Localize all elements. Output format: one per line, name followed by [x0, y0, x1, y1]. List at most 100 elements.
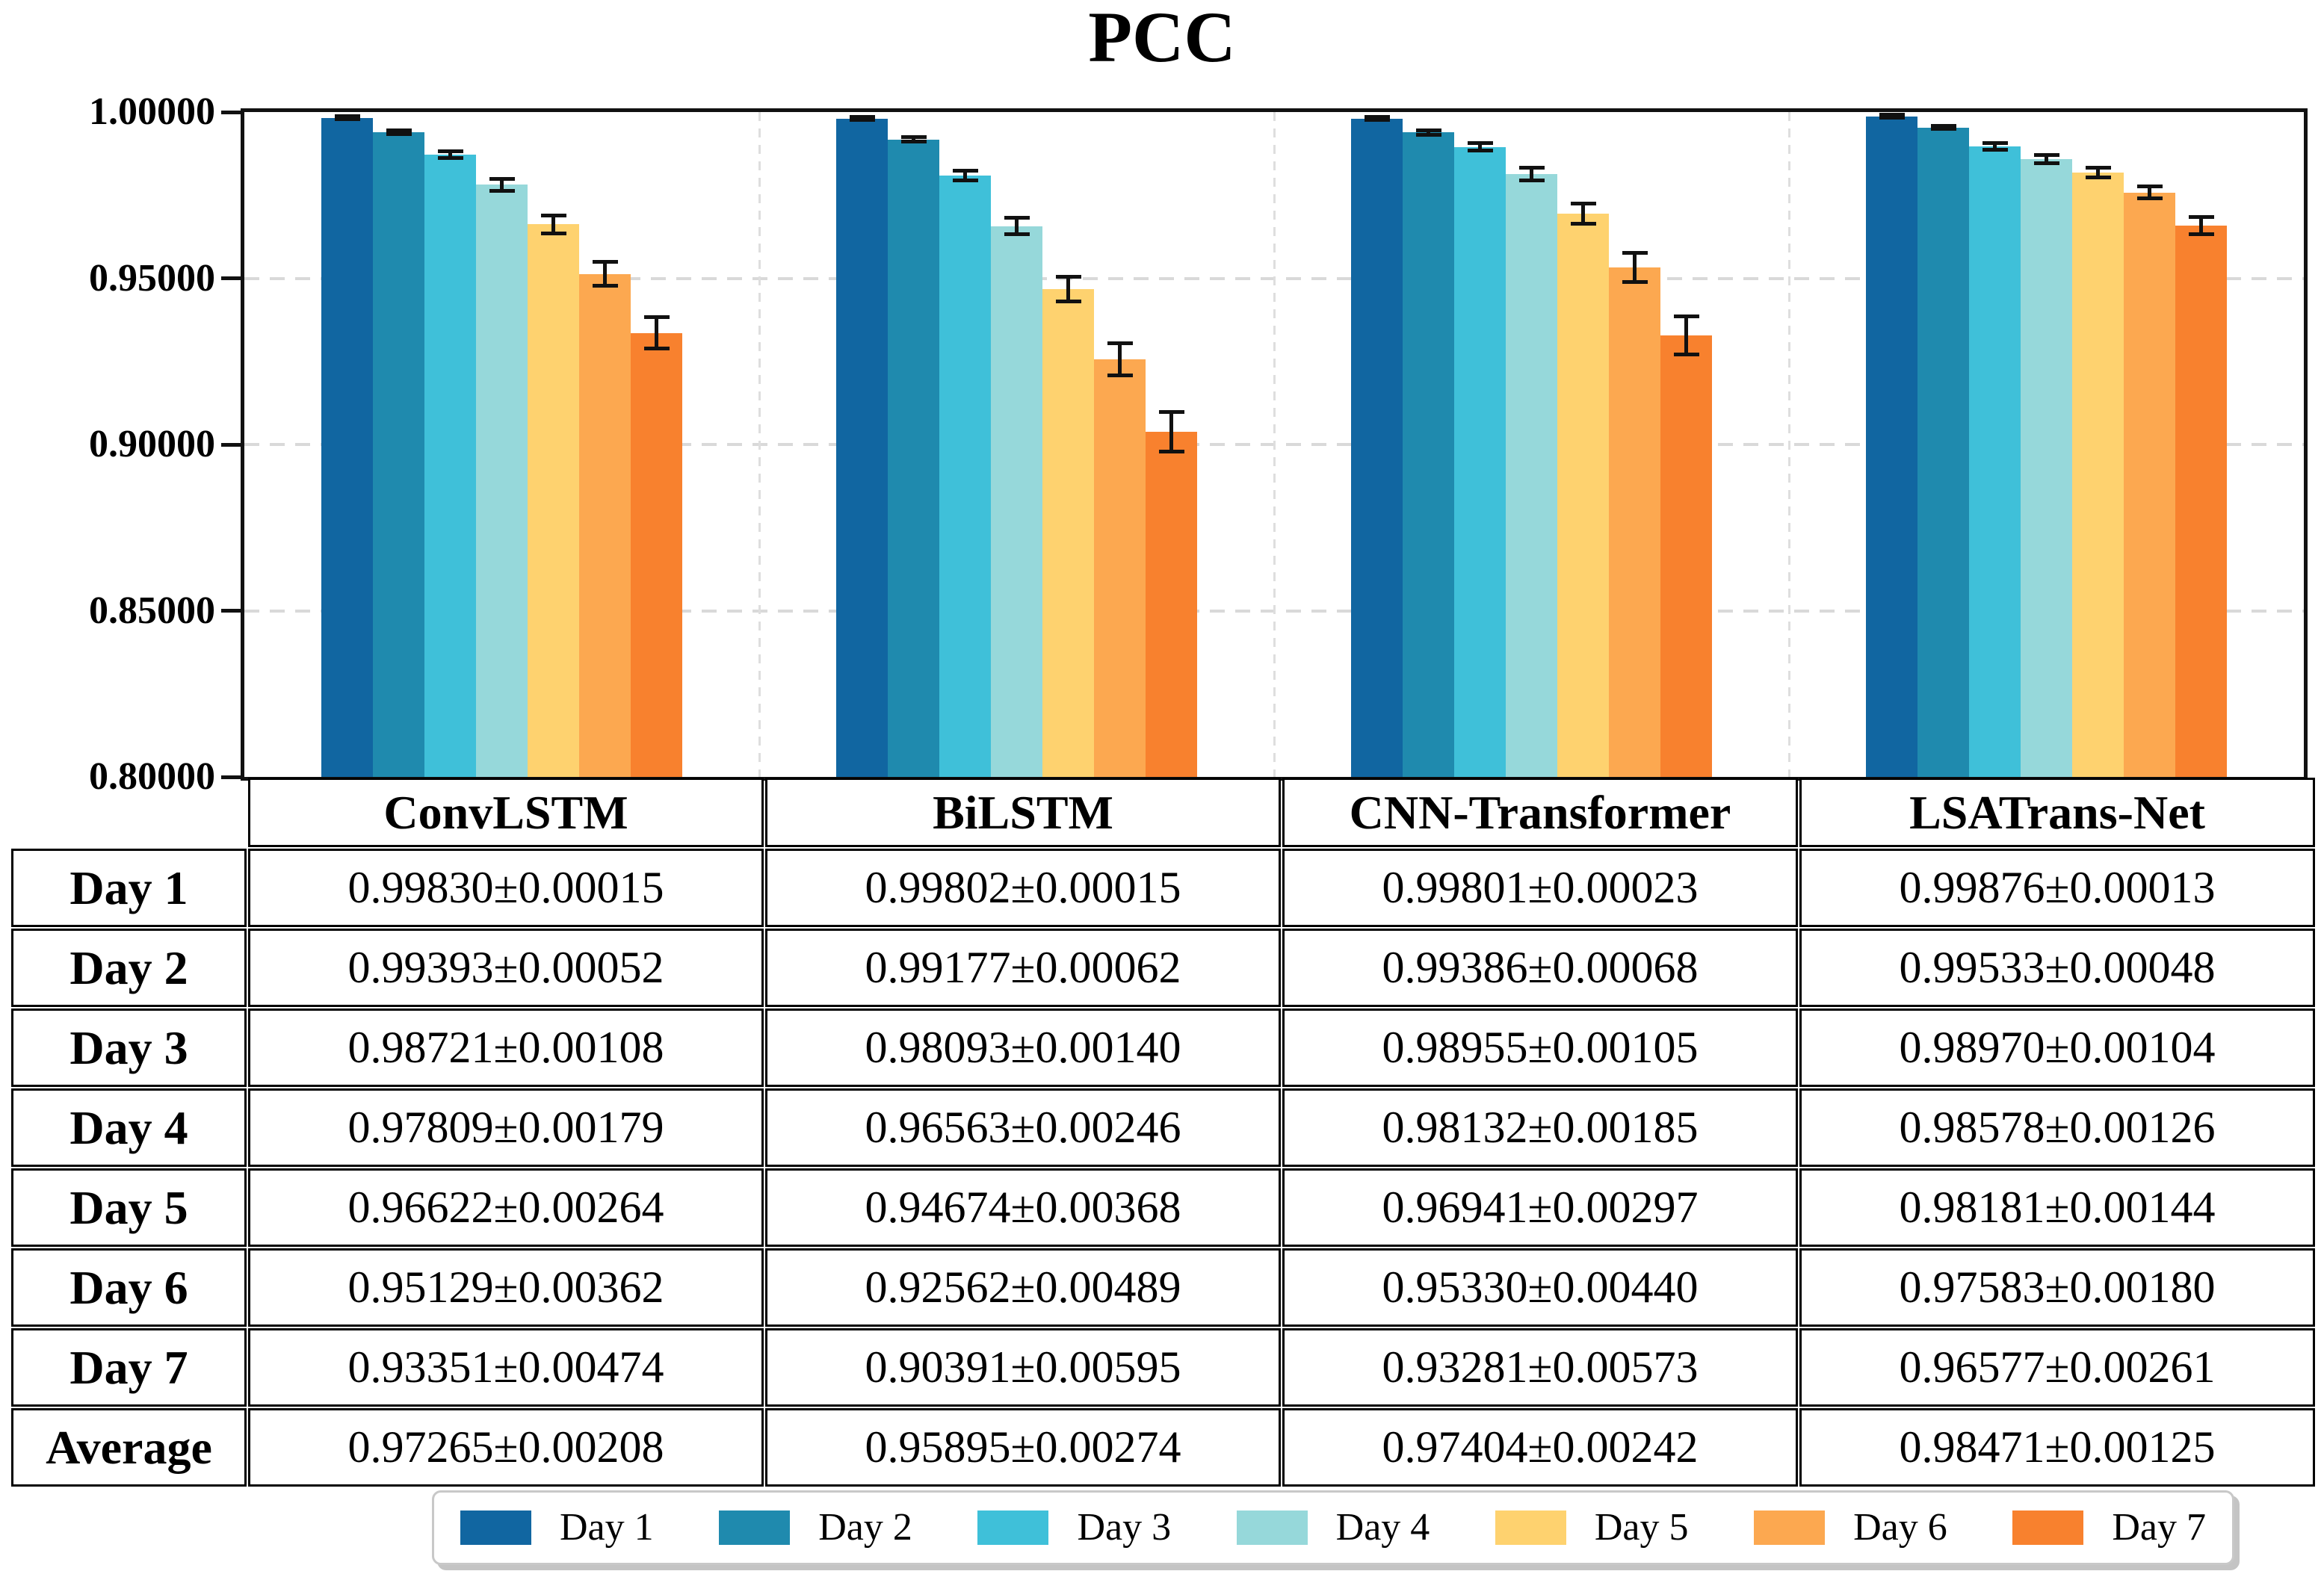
- table-row-day-2: Day 2 0.99393±0.00052 0.99177±0.00062 0.993…: [11, 929, 2315, 1007]
- legend-label: Day 1: [560, 1506, 654, 1549]
- error-bar-cap-top: [1982, 140, 2008, 145]
- bar-convlstm-day-2: [373, 132, 424, 777]
- table-cell-day-6-cnn-transformer: 0.95330±0.00440: [1282, 1248, 1798, 1327]
- table-cell-day-2-convlstm: 0.99393±0.00052: [248, 929, 764, 1007]
- table-cell-day-3-bilstm: 0.98093±0.00140: [765, 1008, 1281, 1087]
- table-row-average: Average 0.97265±0.00208 0.95895±0.00274 0.9…: [11, 1408, 2315, 1487]
- error-bar-cap-bottom: [1518, 178, 1545, 182]
- error-bar: [448, 151, 452, 158]
- error-bar: [500, 179, 504, 191]
- bar-lsatrans-net-day-1: [1866, 116, 1917, 777]
- error-bar-cap-bottom: [1364, 118, 1390, 123]
- table-cell-day-4-bilstm: 0.96563±0.00246: [765, 1088, 1281, 1167]
- y-tick-label: 0.85000: [89, 589, 215, 632]
- table-cell-day-5-bilstm: 0.94674±0.00368: [765, 1168, 1281, 1247]
- error-bar-cap-bottom: [900, 139, 927, 143]
- error-bar-cap-top: [1415, 128, 1441, 132]
- col-header-bilstm: BiLSTM: [765, 778, 1281, 847]
- row-header-day-5: Day 5: [11, 1168, 247, 1247]
- bar-bilstm-day-5: [1042, 289, 1094, 777]
- table-cell-average-lsatrans-net: 0.98471±0.00125: [1799, 1408, 2315, 1487]
- legend-swatch-day-1: [460, 1511, 531, 1545]
- col-header-lsatrans-net: LSATrans-Net: [1799, 778, 2315, 847]
- error-bar: [1015, 217, 1019, 235]
- error-bar-cap-top: [1364, 115, 1390, 120]
- error-bar-cap-bottom: [1107, 374, 1133, 378]
- table-cell-day-2-cnn-transformer: 0.99386±0.00068: [1282, 929, 1798, 1007]
- bar-convlstm-day-5: [528, 224, 579, 777]
- table-cell-day-4-lsatrans-net: 0.98578±0.00126: [1799, 1088, 2315, 1167]
- error-bar-cap-top: [952, 169, 978, 173]
- error-bar-cap-bottom: [1930, 127, 1956, 131]
- y-tick-label: 0.95000: [89, 256, 215, 300]
- bar-lsatrans-net-day-3: [1969, 146, 2021, 777]
- col-header-cnn-transformer: CNN-Transformer: [1282, 778, 1798, 847]
- bar-cnn-transformer-day-1: [1351, 118, 1403, 777]
- legend-item-day-4: Day 4: [1236, 1508, 1430, 1548]
- error-bar: [2045, 155, 2048, 164]
- table-cell-day-6-bilstm: 0.92562±0.00489: [765, 1248, 1281, 1327]
- bar-bilstm-day-7: [1146, 431, 1197, 777]
- row-header-day-1: Day 1: [11, 849, 247, 927]
- error-bar-cap-bottom: [592, 284, 618, 288]
- y-tick-label: 0.80000: [89, 755, 215, 798]
- table-cell-day-2-lsatrans-net: 0.99533±0.00048: [1799, 929, 2315, 1007]
- legend-item-day-5: Day 5: [1495, 1508, 1689, 1548]
- bar-convlstm-day-1: [321, 117, 373, 777]
- error-bar-cap-top: [2136, 185, 2163, 189]
- error-bar-cap-top: [2033, 153, 2059, 158]
- error-bar: [2096, 167, 2100, 178]
- error-bar-cap-top: [1879, 113, 1905, 117]
- results-table: ConvLSTM BiLSTM CNN-Transformer LSATrans-Ne…: [10, 776, 2317, 1488]
- error-bar-cap-bottom: [1055, 299, 1081, 303]
- legend-label: Day 5: [1594, 1506, 1689, 1549]
- error-bar: [603, 261, 607, 286]
- legend-item-day-2: Day 2: [719, 1508, 912, 1548]
- error-bar: [912, 137, 915, 142]
- table-cell-average-bilstm: 0.95895±0.00274: [765, 1408, 1281, 1487]
- table-cell-day-4-convlstm: 0.97809±0.00179: [248, 1088, 764, 1167]
- bar-lsatrans-net-day-4: [2021, 159, 2072, 777]
- error-bar-cap-bottom: [849, 118, 875, 123]
- table-cell-average-convlstm: 0.97265±0.00208: [248, 1408, 764, 1487]
- chart-title: PCC: [1088, 0, 1236, 77]
- error-bar-cap-top: [1107, 341, 1133, 345]
- bar-convlstm-day-6: [579, 273, 631, 777]
- error-bar-cap-top: [1055, 275, 1081, 279]
- error-bar-cap-bottom: [1570, 221, 1596, 226]
- table-cell-day-1-bilstm: 0.99802±0.00015: [765, 849, 1281, 927]
- table-cell-day-2-bilstm: 0.99177±0.00062: [765, 929, 1281, 1007]
- row-header-day-7: Day 7: [11, 1328, 247, 1407]
- legend: Day 1 Day 2 Day 3 Day 4 Day 5 Day 6 Day 7: [432, 1490, 2234, 1565]
- col-header-convlstm: ConvLSTM: [248, 778, 764, 847]
- legend-label: Day 3: [1077, 1506, 1172, 1549]
- bar-cnn-transformer-day-4: [1506, 174, 1557, 777]
- legend-item-day-7: Day 7: [2012, 1508, 2206, 1548]
- table-cell-day-3-cnn-transformer: 0.98955±0.00105: [1282, 1008, 1798, 1087]
- y-tick-mark: [221, 442, 241, 447]
- error-bar-cap-top: [386, 128, 412, 133]
- legend-swatch-day-3: [977, 1511, 1049, 1545]
- table-cell-day-7-cnn-transformer: 0.93281±0.00573: [1282, 1328, 1798, 1407]
- error-bar-cap-bottom: [1004, 232, 1030, 237]
- table-cell-day-7-convlstm: 0.93351±0.00474: [248, 1328, 764, 1407]
- bar-cnn-transformer-day-5: [1557, 214, 1609, 777]
- table-cell-day-5-convlstm: 0.96622±0.00264: [248, 1168, 764, 1247]
- error-bar: [1118, 343, 1122, 376]
- bar-cnn-transformer-day-3: [1454, 146, 1506, 777]
- error-bar-cap-top: [334, 114, 360, 119]
- gridline-vertical: [1273, 112, 1276, 777]
- error-bar: [1427, 130, 1430, 135]
- table-cell-day-1-convlstm: 0.99830±0.00015: [248, 849, 764, 927]
- table-cell-day-1-cnn-transformer: 0.99801±0.00023: [1282, 849, 1798, 927]
- table-cell-day-4-cnn-transformer: 0.98132±0.00185: [1282, 1088, 1798, 1167]
- table-cell-day-5-cnn-transformer: 0.96941±0.00297: [1282, 1168, 1798, 1247]
- error-bar: [1684, 316, 1688, 355]
- error-bar-cap-bottom: [540, 231, 566, 235]
- error-bar: [1993, 143, 1997, 150]
- error-bar-cap-bottom: [2085, 175, 2111, 179]
- legend-swatch-day-4: [1236, 1511, 1308, 1545]
- error-bar-cap-top: [592, 260, 618, 264]
- error-bar-cap-bottom: [1467, 148, 1493, 152]
- error-bar-cap-bottom: [386, 131, 412, 136]
